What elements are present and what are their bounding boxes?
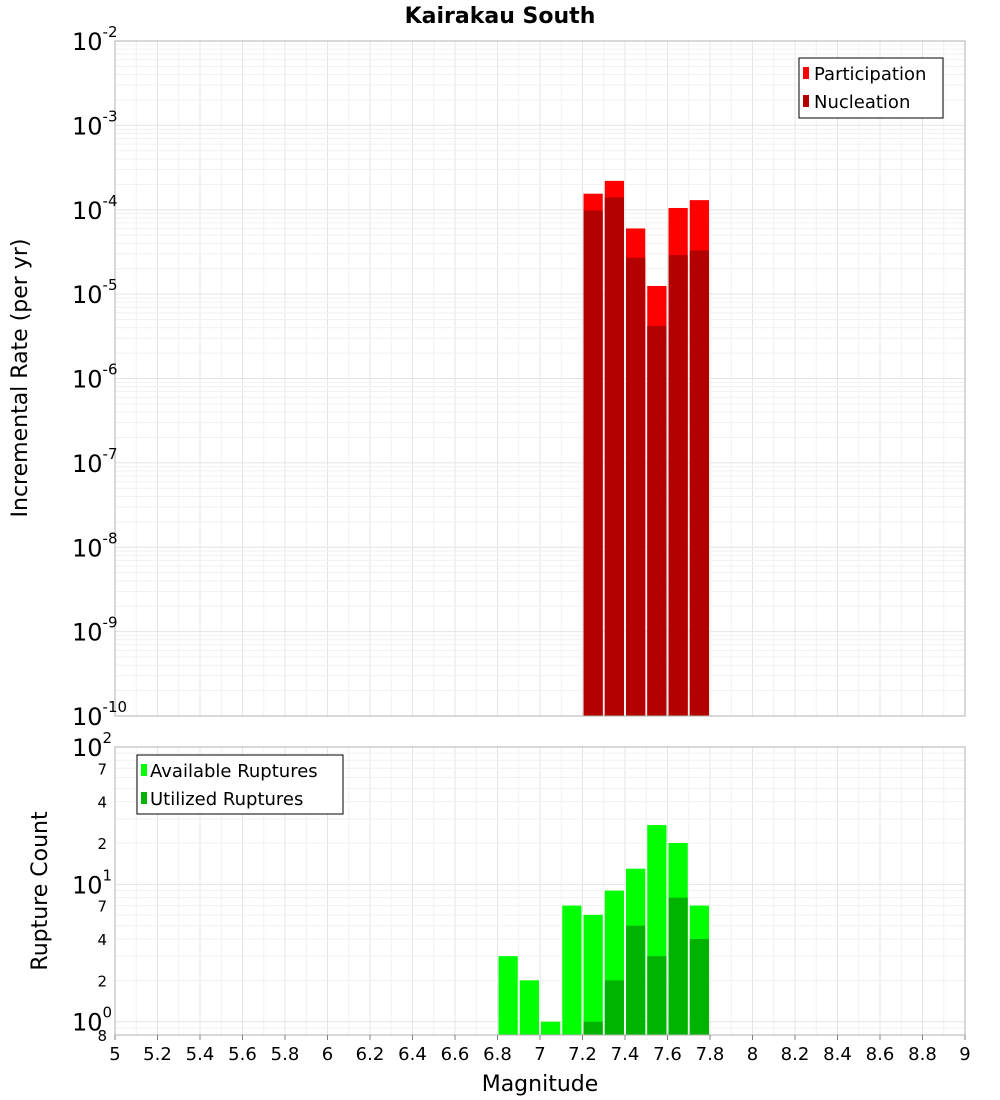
x-tick-label: 8.8 xyxy=(908,1044,937,1065)
bar-utilized-ruptures xyxy=(668,897,688,1035)
bottom-y-minor-tick-label: 2 xyxy=(97,835,107,853)
bottom-y-minor-tick-label: 7 xyxy=(97,760,107,778)
x-tick-label: 7.6 xyxy=(653,1044,682,1065)
top-y-tick-label: 10-4 xyxy=(72,192,118,225)
top-legend-box xyxy=(798,57,944,119)
top-y-tick-label: 10-5 xyxy=(72,276,118,309)
top-legend: Participation Nucleation xyxy=(798,57,944,119)
legend-label-nucleation: Nucleation xyxy=(814,92,910,113)
top-y-tick-label: 10-6 xyxy=(72,361,118,394)
x-axis-label: Magnitude xyxy=(482,1072,599,1097)
bottom-y-axis-label: Rupture Count xyxy=(28,811,53,971)
x-tick-label: 7 xyxy=(534,1044,545,1065)
bar-available-ruptures xyxy=(562,905,582,1035)
x-tick-label: 8.4 xyxy=(823,1044,852,1065)
bottom-legend: Available Ruptures Utilized Ruptures xyxy=(136,754,344,815)
x-tick-label: 6.4 xyxy=(398,1044,427,1065)
x-tick-label: 6 xyxy=(322,1044,333,1065)
top-y-axis-label: Incremental Rate (per yr) xyxy=(8,239,33,518)
bar-nucleation xyxy=(604,197,624,717)
legend-label-participation: Participation xyxy=(814,64,926,85)
bar-nucleation xyxy=(647,325,667,716)
x-tick-label: 7.4 xyxy=(611,1044,640,1065)
bar-available-ruptures xyxy=(583,914,603,1035)
top-grid xyxy=(114,41,966,717)
x-tick-label: 5.6 xyxy=(228,1044,257,1065)
bar-nucleation xyxy=(689,250,709,717)
bottom-y-minor-tick-label: 4 xyxy=(97,794,107,812)
bar-utilized-ruptures xyxy=(626,925,646,1035)
top-y-ticks: 10-2 10-3 10-4 10-5 10-6 10-7 10-8 10-9 10-10 xyxy=(72,23,127,731)
bottom-y-ticks: 100 101 102 8 2 4 7 2 4 7 xyxy=(72,729,112,1045)
bar-nucleation xyxy=(668,255,688,716)
legend-label-utilized-ruptures: Utilized Ruptures xyxy=(150,789,303,810)
chart-title: Kairakau South xyxy=(405,4,596,29)
legend-swatch-nucleation xyxy=(803,95,809,107)
bottom-bars xyxy=(498,825,709,1035)
legend-swatch-participation xyxy=(803,67,809,79)
legend-swatch-utilized-ruptures xyxy=(141,792,147,804)
bottom-y-tick-label: 101 xyxy=(72,866,112,899)
top-y-tick-label: 10-3 xyxy=(72,107,118,140)
bottom-y-minor-tick-label: 8 xyxy=(97,1027,107,1045)
x-axis-ticks: 5 5.2 5.4 5.6 5.8 6 6.2 6.4 6.6 6.8 7 7.2 7.4 7.6 7.8 8… xyxy=(109,1035,971,1065)
bar-nucleation xyxy=(583,210,603,716)
bottom-legend-box xyxy=(136,754,344,815)
legend-swatch-available-ruptures xyxy=(141,764,147,776)
x-tick-label: 8.6 xyxy=(866,1044,895,1065)
bottom-y-minor-tick-label: 7 xyxy=(97,898,107,916)
top-plot-frame xyxy=(114,40,966,717)
top-bars xyxy=(583,180,709,717)
bottom-y-minor-tick-label: 2 xyxy=(97,972,107,990)
x-tick-label: 7.2 xyxy=(568,1044,597,1065)
x-tick-label: 8 xyxy=(747,1044,758,1065)
x-tick-label: 7.8 xyxy=(696,1044,725,1065)
x-tick-label: 5 xyxy=(109,1044,120,1065)
bar-utilized-ruptures xyxy=(583,1021,603,1035)
bar-available-ruptures xyxy=(519,980,539,1035)
top-y-tick-label: 10-10 xyxy=(72,698,127,731)
bottom-y-minor-tick-label: 4 xyxy=(97,931,107,949)
x-tick-label: 5.4 xyxy=(186,1044,215,1065)
bottom-y-tick-label: 100 xyxy=(72,1004,112,1037)
x-tick-label: 9 xyxy=(959,1044,970,1065)
x-tick-label: 6.6 xyxy=(441,1044,470,1065)
top-y-tick-label: 10-8 xyxy=(72,529,118,562)
bar-utilized-ruptures xyxy=(689,939,709,1035)
x-tick-label: 5.8 xyxy=(271,1044,300,1065)
bottom-y-tick-label: 102 xyxy=(72,729,112,762)
x-tick-label: 5.2 xyxy=(143,1044,172,1065)
bar-available-ruptures xyxy=(541,1021,561,1035)
x-tick-label: 6.8 xyxy=(483,1044,512,1065)
top-y-tick-label: 10-7 xyxy=(72,445,118,478)
bar-nucleation xyxy=(626,257,646,716)
top-y-tick-label: 10-9 xyxy=(72,614,118,647)
top-y-tick-label: 10-2 xyxy=(72,23,118,56)
legend-label-available-ruptures: Available Ruptures xyxy=(150,761,318,782)
x-tick-label: 8.2 xyxy=(781,1044,810,1065)
bar-utilized-ruptures xyxy=(647,956,667,1035)
bar-utilized-ruptures xyxy=(604,980,624,1035)
x-tick-label: 6.2 xyxy=(356,1044,385,1065)
bar-available-ruptures xyxy=(498,956,518,1035)
